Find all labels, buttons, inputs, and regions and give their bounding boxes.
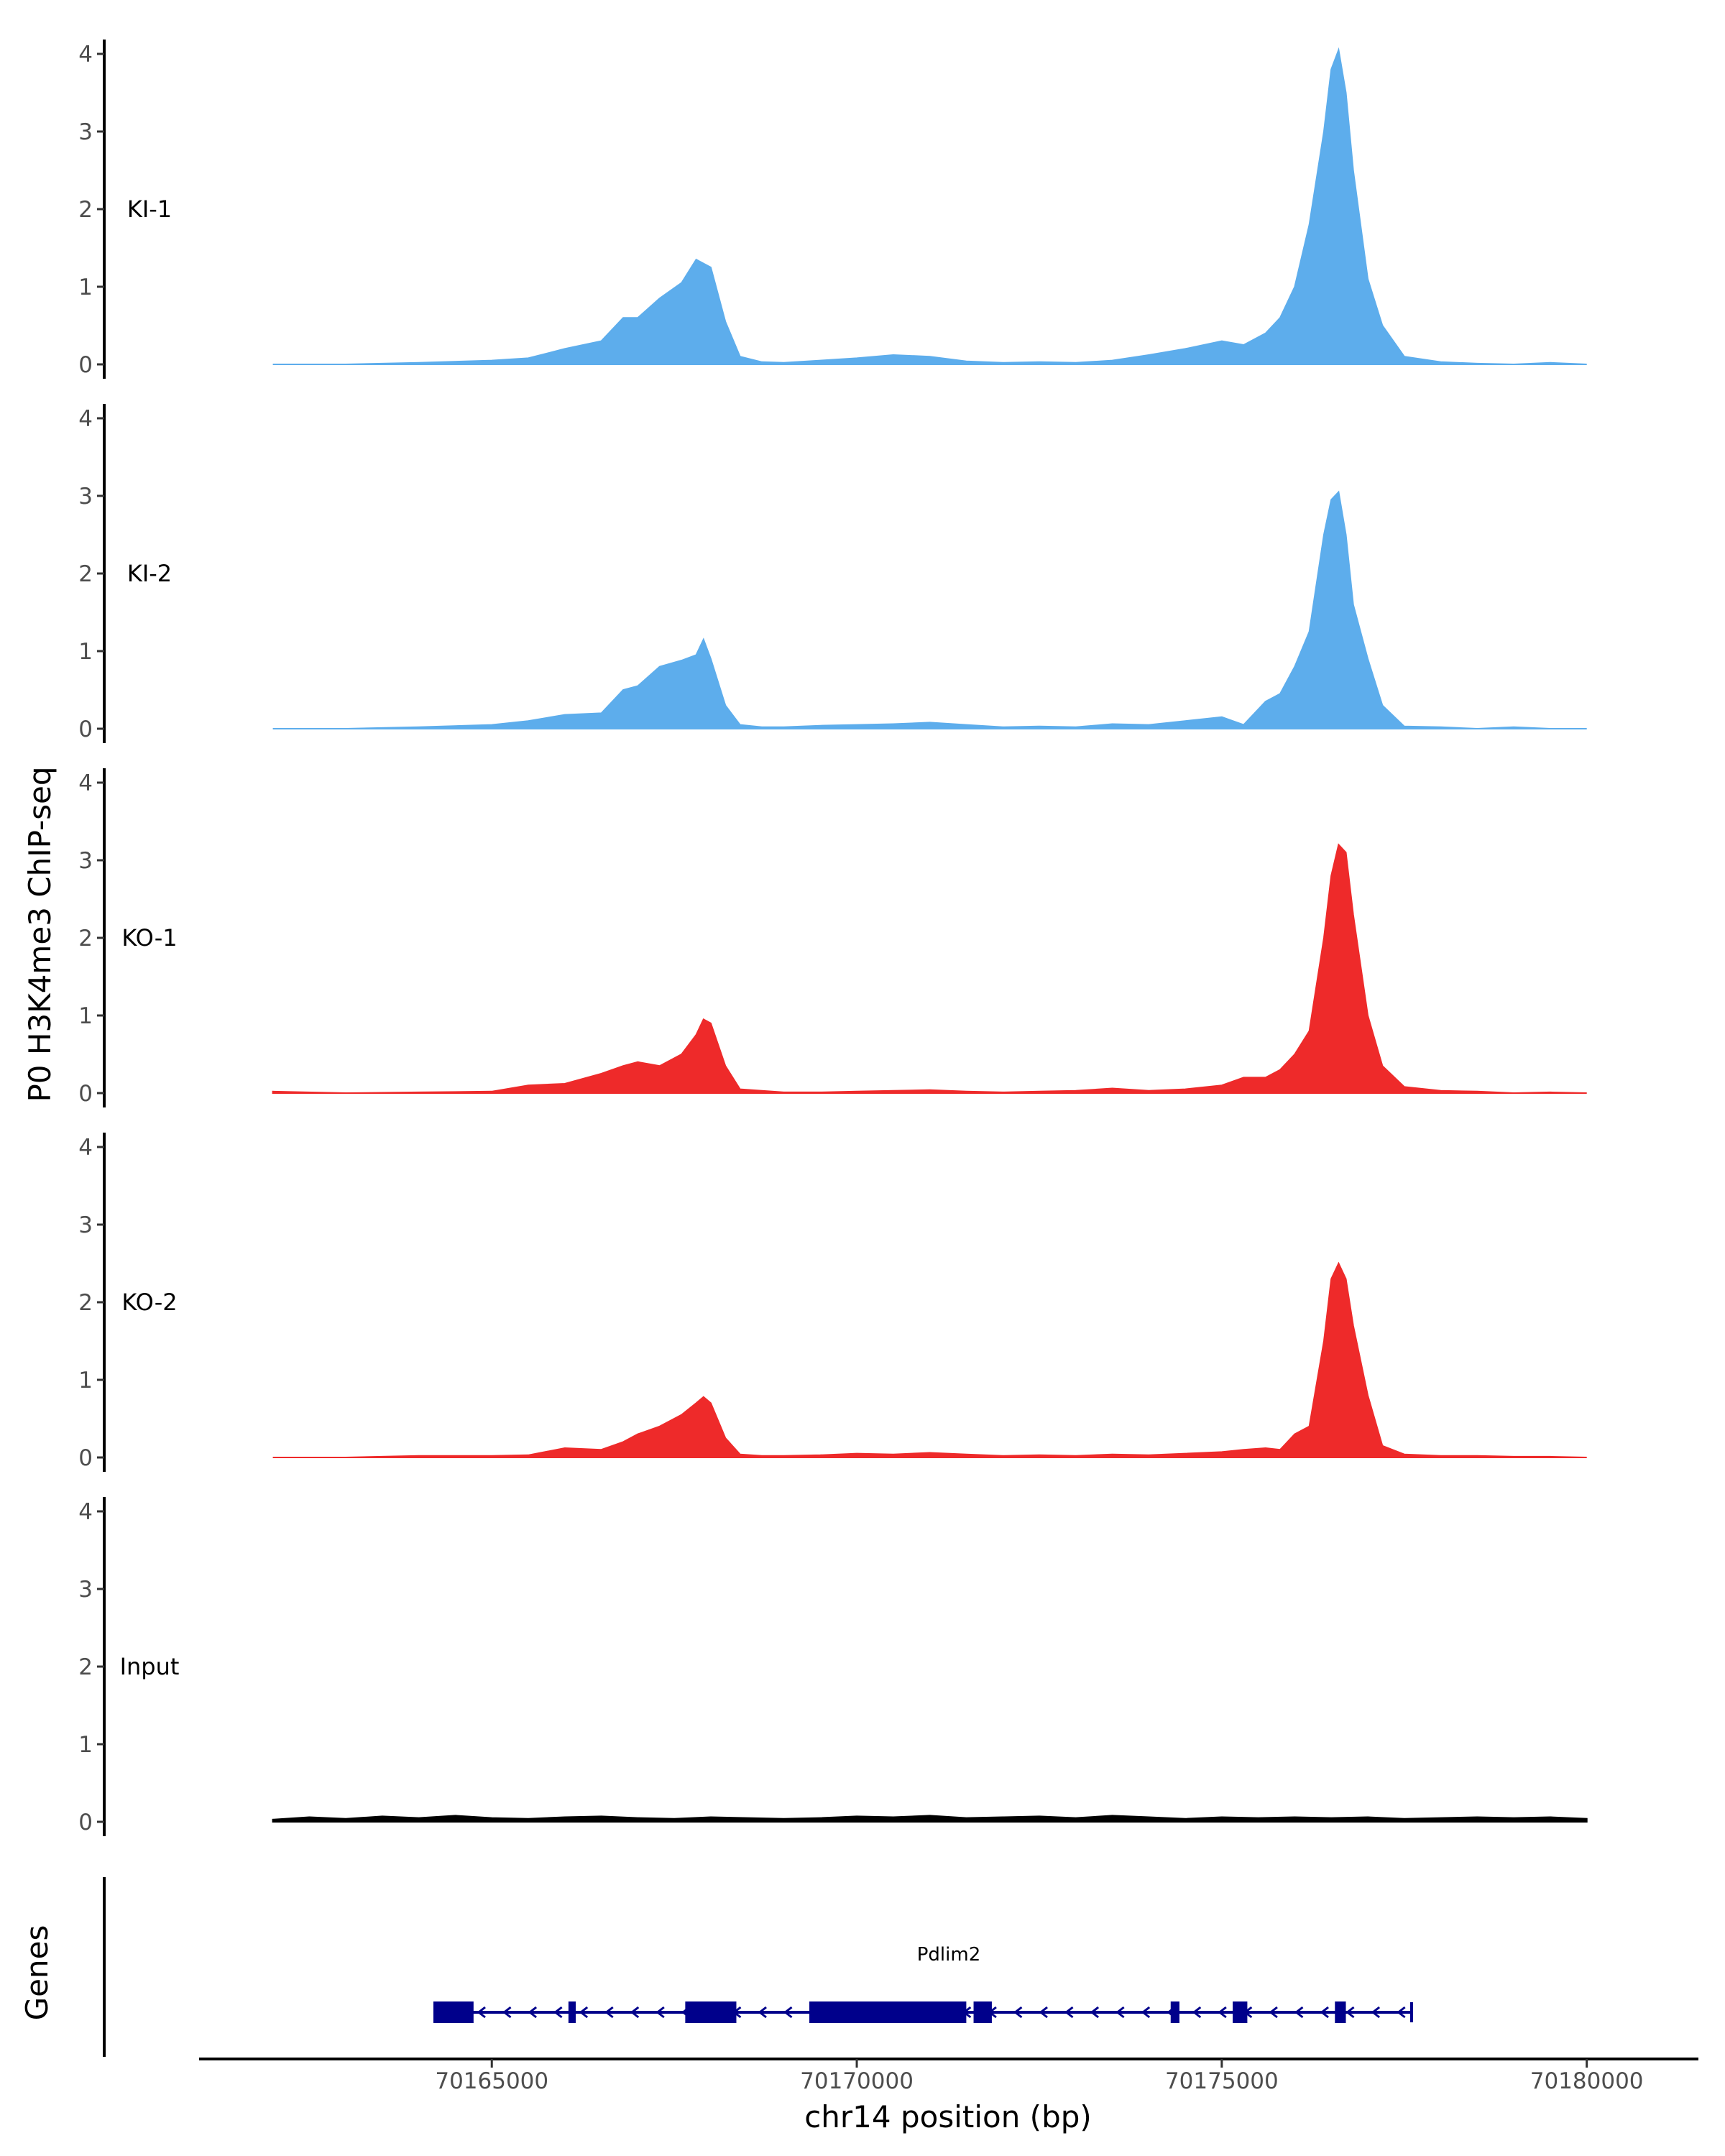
track-input: 0 1 2 3 4 Input <box>78 1497 1588 1836</box>
signal-area <box>272 490 1587 730</box>
track-ki-1: 0 1 2 3 4 KI-1 <box>78 40 1587 379</box>
gene-model <box>103 1877 1413 2057</box>
gene-exon <box>973 2001 992 2023</box>
genes-axis-title: Genes <box>19 1925 55 2021</box>
track-ko-2: 0 1 2 3 4 KO-2 <box>78 1133 1587 1472</box>
gene-exon <box>1335 2001 1346 2023</box>
strand-arrow <box>579 2006 589 2019</box>
strand-arrow <box>477 2006 486 2019</box>
strand-arrow <box>1269 2006 1278 2019</box>
strand-arrow <box>1116 2006 1125 2019</box>
gene-exon <box>685 2001 737 2023</box>
track-label: KO-1 <box>121 924 177 952</box>
strand-arrow <box>1090 2006 1100 2019</box>
y-tick-label: 4 <box>78 406 93 432</box>
gene-exon <box>1170 2001 1179 2023</box>
y-tick-label: 4 <box>78 1135 93 1161</box>
strand-arrow <box>1192 2006 1202 2019</box>
track-label: KI-1 <box>127 195 172 223</box>
y-tick-label: 3 <box>78 848 93 874</box>
y-tick-label: 1 <box>78 1368 93 1393</box>
y-tick-label: 4 <box>78 1499 93 1525</box>
strand-arrow <box>1218 2006 1227 2019</box>
gene-exon <box>809 2001 967 2023</box>
track-label: KI-2 <box>127 560 172 587</box>
y-tick-label: 2 <box>78 197 93 223</box>
strand-arrow <box>553 2006 563 2019</box>
y-tick-label: 1 <box>78 639 93 665</box>
track-ki-2: 0 1 2 3 4 KI-2 <box>78 404 1587 743</box>
strand-arrow <box>783 2006 793 2019</box>
y-tick-label: 3 <box>78 119 93 145</box>
tracks-layer: 0 1 2 3 4 KI-1 0 1 2 3 4 KI-2 0 1 2 3 4 KO-1 0 1 2 3 4 KO-2 0 1 2 3… <box>78 40 1588 1836</box>
y-tick-label: 3 <box>78 1577 93 1603</box>
x-axis-title: chr14 position (bp) <box>804 2099 1092 2134</box>
strand-arrow <box>1039 2006 1048 2019</box>
y-tick-label: 3 <box>78 484 93 510</box>
y-tick-label: 2 <box>78 926 93 952</box>
y-tick-label: 0 <box>78 352 93 378</box>
y-tick-label: 1 <box>78 275 93 300</box>
strand-arrow <box>1013 2006 1023 2019</box>
strand-arrow <box>1371 2006 1381 2019</box>
strand-arrow <box>656 2006 665 2019</box>
signal-area <box>272 47 1587 366</box>
strand-arrow <box>604 2006 614 2019</box>
y-tick-label: 0 <box>78 1445 93 1471</box>
y-axis-title: P0 H3K4me3 ChIP-seq <box>22 766 58 1102</box>
strand-arrow <box>1064 2006 1074 2019</box>
strand-arrow <box>1320 2006 1329 2019</box>
x-axis: 70165000 70170000 70175000 70180000 <box>199 2058 1698 2094</box>
strand-arrow <box>630 2006 640 2019</box>
signal-area <box>272 1261 1587 1458</box>
y-tick-label: 4 <box>78 770 93 796</box>
x-tick-label: 70180000 <box>1530 2068 1644 2094</box>
y-tick-label: 1 <box>78 1732 93 1758</box>
y-tick-label: 0 <box>78 717 93 742</box>
gene-exon <box>568 2001 576 2023</box>
strand-arrow <box>1397 2006 1406 2019</box>
gene-exon <box>433 2001 474 2023</box>
track-label: Input <box>120 1653 180 1680</box>
strand-arrow <box>1294 2006 1304 2019</box>
signal-area <box>272 1815 1588 1823</box>
y-tick-label: 0 <box>78 1081 93 1107</box>
signal-area <box>272 843 1587 1095</box>
track-ko-1: 0 1 2 3 4 KO-1 <box>78 768 1587 1107</box>
y-tick-label: 4 <box>78 42 93 68</box>
track-label: KO-2 <box>121 1289 177 1316</box>
strand-arrow <box>758 2006 767 2019</box>
x-tick-label: 70170000 <box>800 2068 914 2094</box>
y-tick-label: 1 <box>78 1003 93 1029</box>
y-tick-label: 0 <box>78 1810 93 1835</box>
gene-exon <box>1233 2001 1248 2023</box>
strand-arrow <box>1141 2006 1151 2019</box>
y-tick-label: 3 <box>78 1212 93 1238</box>
gene-name-label: Pdlim2 <box>917 1944 981 1966</box>
x-tick-label: 70175000 <box>1165 2068 1279 2094</box>
strand-arrow <box>502 2006 512 2019</box>
strand-arrow <box>1346 2006 1355 2019</box>
y-tick-label: 2 <box>78 561 93 587</box>
y-tick-label: 2 <box>78 1290 93 1316</box>
y-tick-label: 2 <box>78 1654 93 1680</box>
strand-arrow <box>528 2006 538 2019</box>
x-tick-label: 70165000 <box>435 2068 548 2094</box>
